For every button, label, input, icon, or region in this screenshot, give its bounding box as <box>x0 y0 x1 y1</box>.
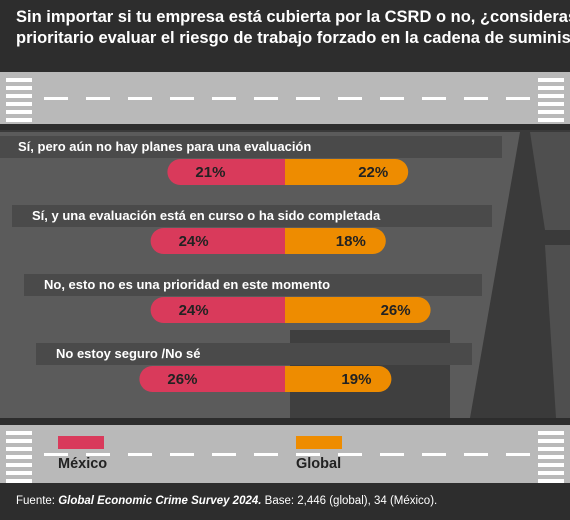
chart-title: Sin importar si tu empresa está cubierta… <box>16 8 570 47</box>
legend-label: Global <box>296 456 341 472</box>
category-label: Sí, pero aún no hay planes para una eval… <box>18 139 311 154</box>
source-note: Fuente: Global Economic Crime Survey 202… <box>16 495 437 507</box>
legend-swatch <box>296 436 342 449</box>
crosswalk-stripe <box>538 455 564 459</box>
crosswalk-stripe <box>538 78 564 82</box>
lane-dash <box>296 453 320 456</box>
bar-mexico <box>150 228 285 254</box>
lane-dash <box>212 97 236 100</box>
lane-dash <box>170 453 194 456</box>
lane-dash <box>44 97 68 100</box>
lane-dash <box>506 97 530 100</box>
crosswalk-stripe <box>538 118 564 122</box>
crosswalk-stripe <box>538 447 564 451</box>
bar-global <box>285 228 386 254</box>
lane-dash <box>506 453 530 456</box>
category-label: No estoy seguro /No sé <box>56 346 200 361</box>
side-block <box>530 132 570 230</box>
crosswalk-stripe <box>6 86 32 90</box>
source-text: Fuente: Global Economic Crime Survey 202… <box>16 495 437 507</box>
bar-global <box>285 366 392 392</box>
bar-label-mexico: 26% <box>167 371 197 388</box>
lane-dash <box>170 97 194 100</box>
lane-dash <box>254 453 278 456</box>
title-line: Sin importar si tu empresa está cubierta… <box>16 8 570 26</box>
bar-label-mexico: 24% <box>179 302 209 319</box>
bars: Sí, pero aún no hay planes para una eval… <box>0 136 502 392</box>
category-band <box>12 205 492 227</box>
crosswalk-stripe <box>538 439 564 443</box>
lane-dash <box>86 97 110 100</box>
lane-dash <box>380 97 404 100</box>
title-line: prioritario evaluar el riesgo de trabajo… <box>16 29 570 47</box>
bar-label-global: 18% <box>336 233 366 250</box>
lane-dash <box>464 453 488 456</box>
legend-label: México <box>58 456 107 472</box>
lane-dash <box>44 453 68 456</box>
bar-label-global: 19% <box>341 371 371 388</box>
lane-dash <box>380 453 404 456</box>
crosswalk-stripe <box>6 102 32 106</box>
crosswalk-stripe <box>538 110 564 114</box>
category-band <box>24 274 482 296</box>
lane-dash <box>338 453 362 456</box>
lane-dash <box>254 97 278 100</box>
crosswalk-stripe <box>538 102 564 106</box>
category-band <box>36 343 472 365</box>
legend-swatch <box>58 436 104 449</box>
lane-dash <box>128 97 152 100</box>
crosswalk-stripe <box>6 463 32 467</box>
crosswalk-stripe <box>6 94 32 98</box>
bar-label-global: 22% <box>358 164 388 181</box>
category-label: Sí, y una evaluación está en curso o ha … <box>32 208 381 223</box>
bar-global <box>285 297 431 323</box>
bar-mexico <box>167 159 285 185</box>
bar-label-mexico: 24% <box>179 233 209 250</box>
bar-label-global: 26% <box>381 302 411 319</box>
lane-dash <box>212 453 236 456</box>
bar-label-mexico: 21% <box>195 164 225 181</box>
crosswalk-stripe <box>538 86 564 90</box>
bar-mexico <box>139 366 285 392</box>
crosswalk-stripe <box>6 118 32 122</box>
bar-mexico <box>150 297 285 323</box>
crosswalk-stripe <box>538 479 564 483</box>
lane-dash <box>422 97 446 100</box>
crosswalk-stripe <box>538 471 564 475</box>
crosswalk-stripe <box>6 471 32 475</box>
legend: México Global <box>58 436 342 472</box>
lane-dash <box>422 453 446 456</box>
crosswalk-stripe <box>6 439 32 443</box>
lane-dash <box>338 97 362 100</box>
crosswalk-stripe <box>538 431 564 435</box>
crosswalk-stripe <box>6 431 32 435</box>
side-block <box>545 245 570 418</box>
crosswalk-stripe <box>6 479 32 483</box>
crosswalk-stripe <box>6 447 32 451</box>
crosswalk-stripe <box>6 110 32 114</box>
lane-dash <box>296 97 320 100</box>
bar-global <box>285 159 409 185</box>
crosswalk-stripe <box>6 78 32 82</box>
category-band <box>0 136 502 158</box>
lane-dash <box>128 453 152 456</box>
lane-dash <box>86 453 110 456</box>
crosswalk-stripe <box>6 455 32 459</box>
crosswalk-stripe <box>538 94 564 98</box>
category-label: No, esto no es una prioridad en este mom… <box>44 277 330 292</box>
lane-dash <box>464 97 488 100</box>
crosswalk-stripe <box>538 463 564 467</box>
